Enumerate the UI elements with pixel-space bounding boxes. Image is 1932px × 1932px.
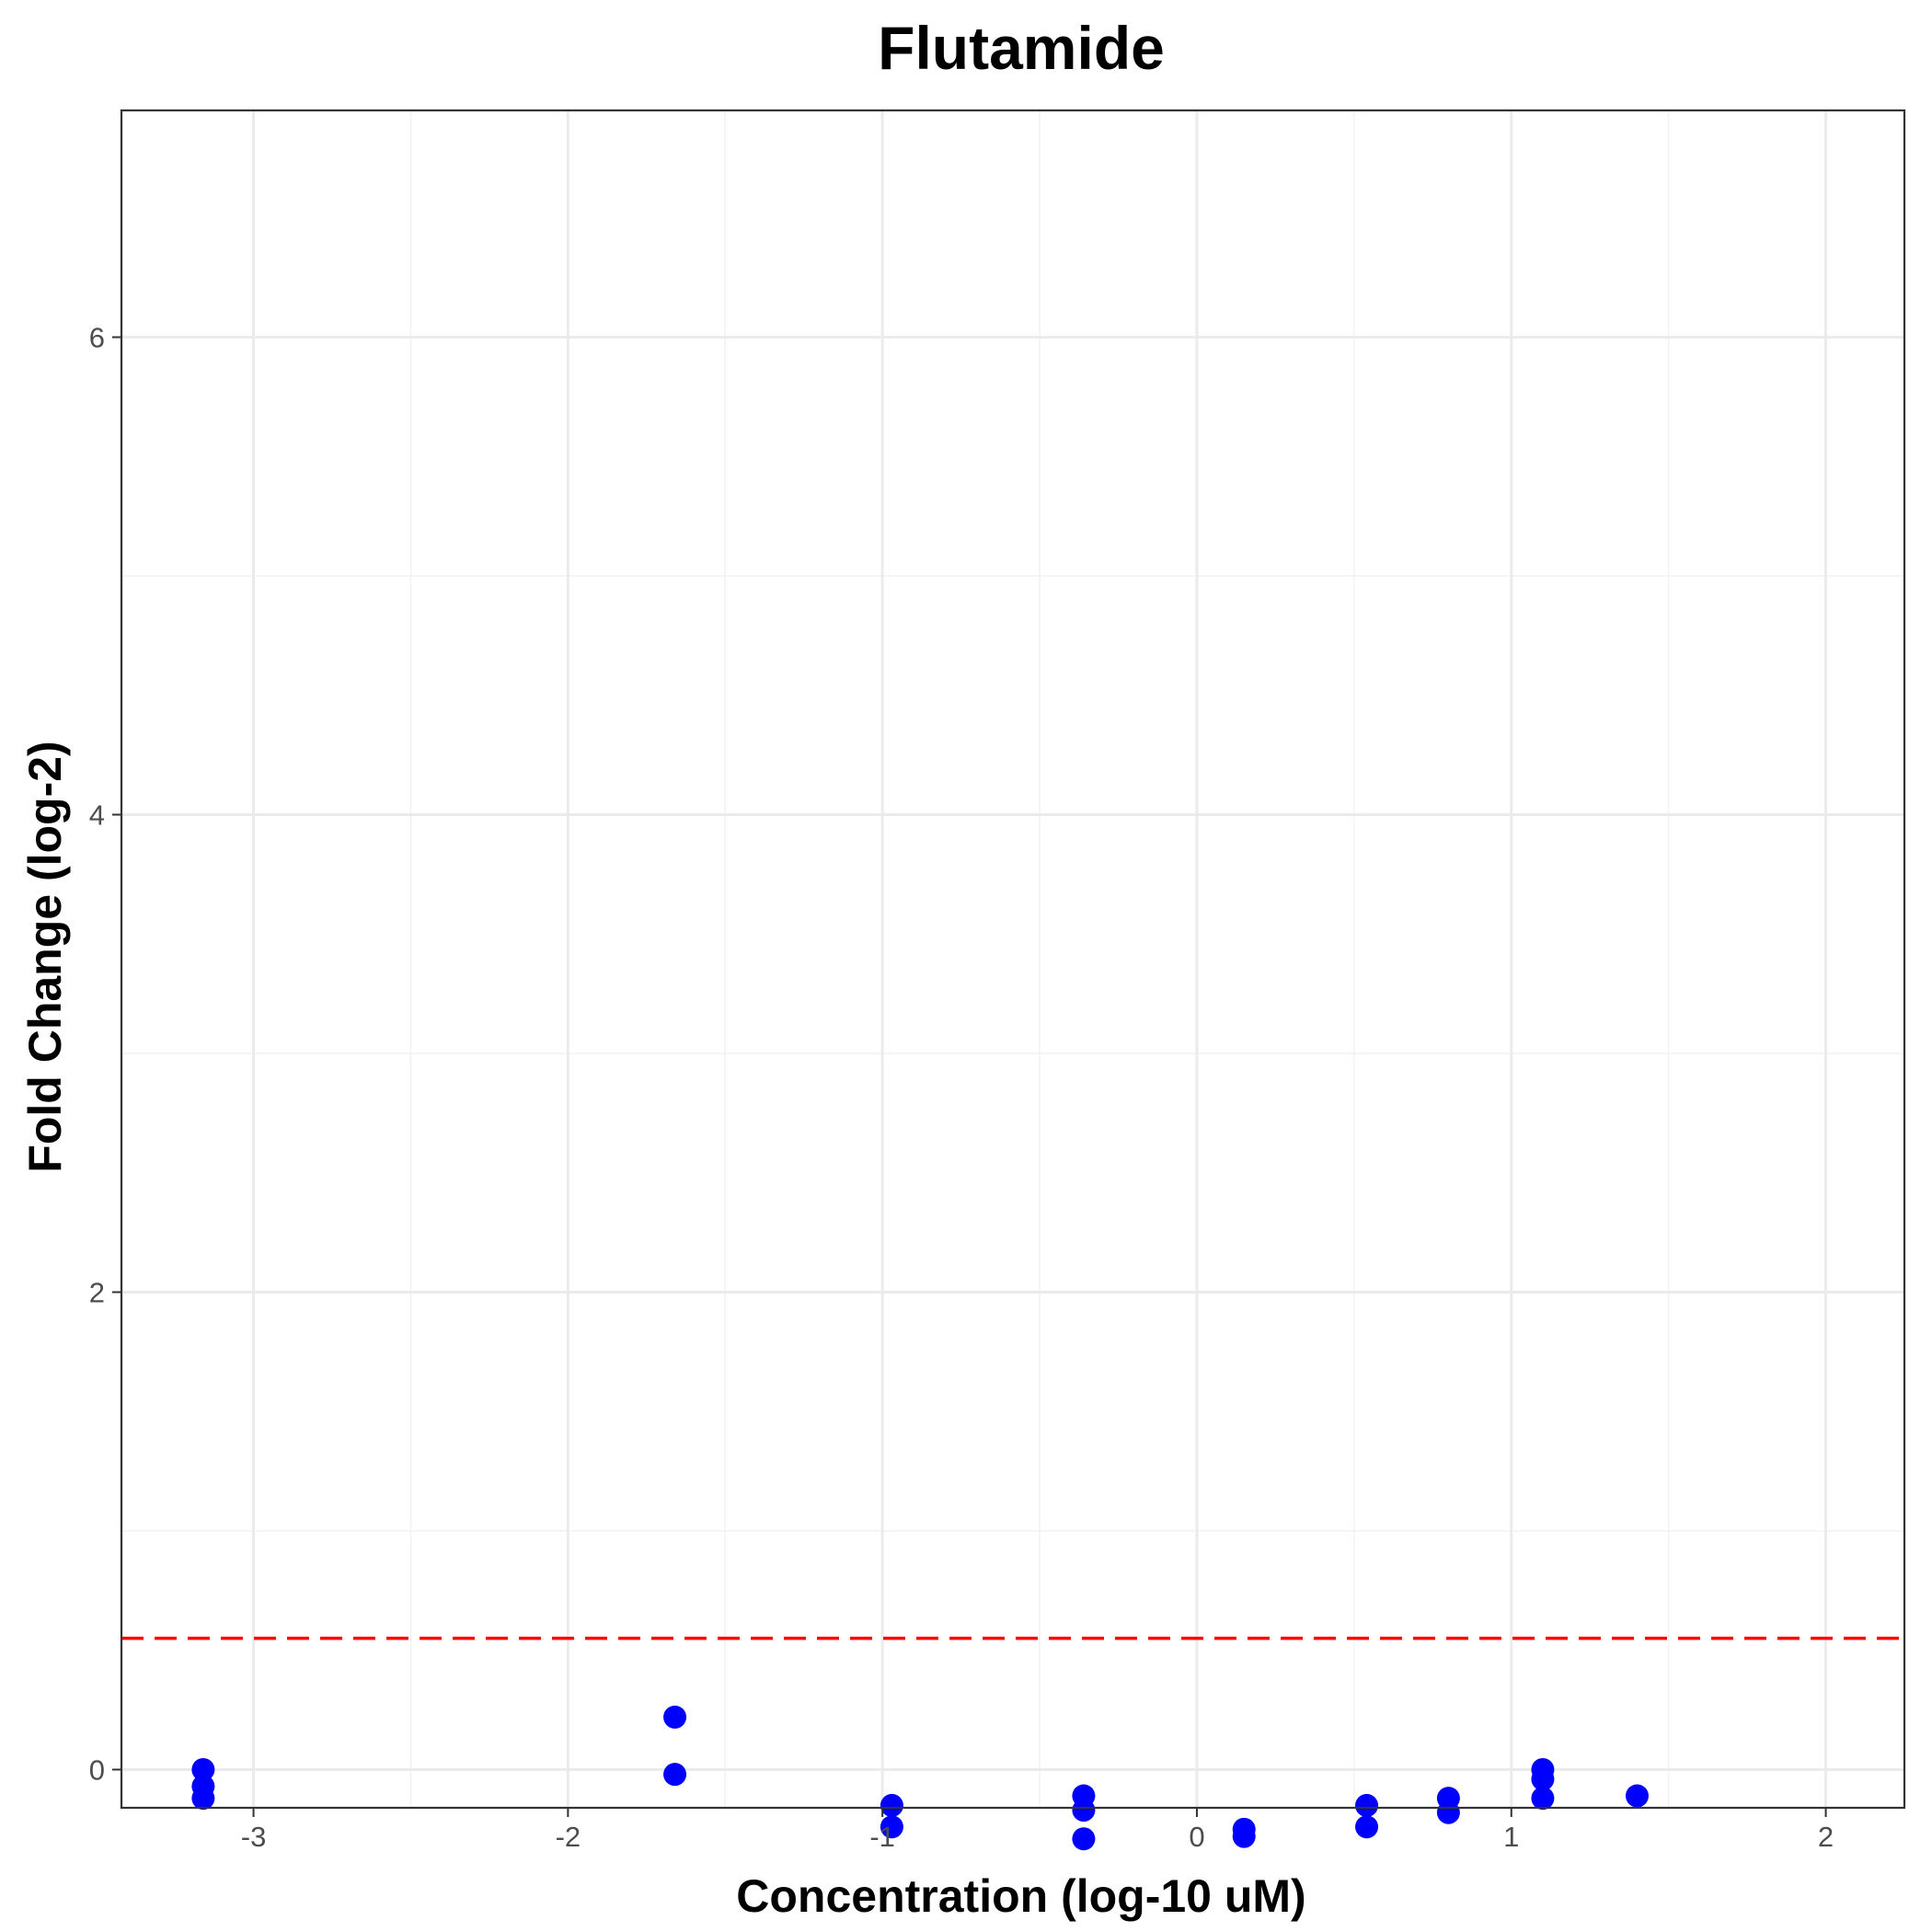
y-tick-label: 0	[89, 1754, 105, 1786]
x-axis-ticks: -3 -2 -1 0 1 2	[241, 1808, 1834, 1853]
data-point	[663, 1763, 687, 1787]
minor-gridlines	[121, 110, 1904, 1808]
data-point	[663, 1705, 687, 1729]
data-point	[1355, 1815, 1379, 1839]
x-tick-label: 0	[1189, 1821, 1204, 1853]
x-tick-label: -2	[556, 1821, 581, 1853]
data-point	[191, 1787, 215, 1811]
data-point	[191, 1757, 215, 1781]
data-point	[880, 1815, 903, 1839]
x-tick-label: -1	[869, 1821, 895, 1853]
plot-panel-border	[120, 109, 1906, 1810]
x-tick-label: -3	[241, 1821, 267, 1853]
data-point	[1436, 1800, 1460, 1824]
y-axis-label: Fold Change (log-2)	[19, 741, 71, 1172]
major-gridlines	[121, 110, 1904, 1808]
data-point	[1072, 1799, 1096, 1823]
y-tick-label: 4	[89, 799, 105, 832]
x-tick-label: 1	[1503, 1821, 1519, 1853]
x-axis-label: Concentration (log-10 uM)	[736, 1870, 1305, 1922]
y-axis-ticks: 0 2 4 6	[89, 322, 121, 1786]
y-tick-label: 2	[89, 1276, 105, 1308]
data-point	[1531, 1767, 1555, 1791]
data-point	[1355, 1793, 1379, 1817]
data-point	[1232, 1824, 1256, 1848]
data-points	[191, 1705, 1649, 1851]
data-point	[1072, 1827, 1096, 1851]
y-tick-label: 6	[89, 322, 105, 354]
data-point	[1625, 1784, 1649, 1808]
data-point	[1531, 1787, 1555, 1811]
x-tick-label: 2	[1818, 1821, 1834, 1853]
data-point	[880, 1793, 903, 1817]
chart-title: Flutamide	[878, 14, 1165, 82]
